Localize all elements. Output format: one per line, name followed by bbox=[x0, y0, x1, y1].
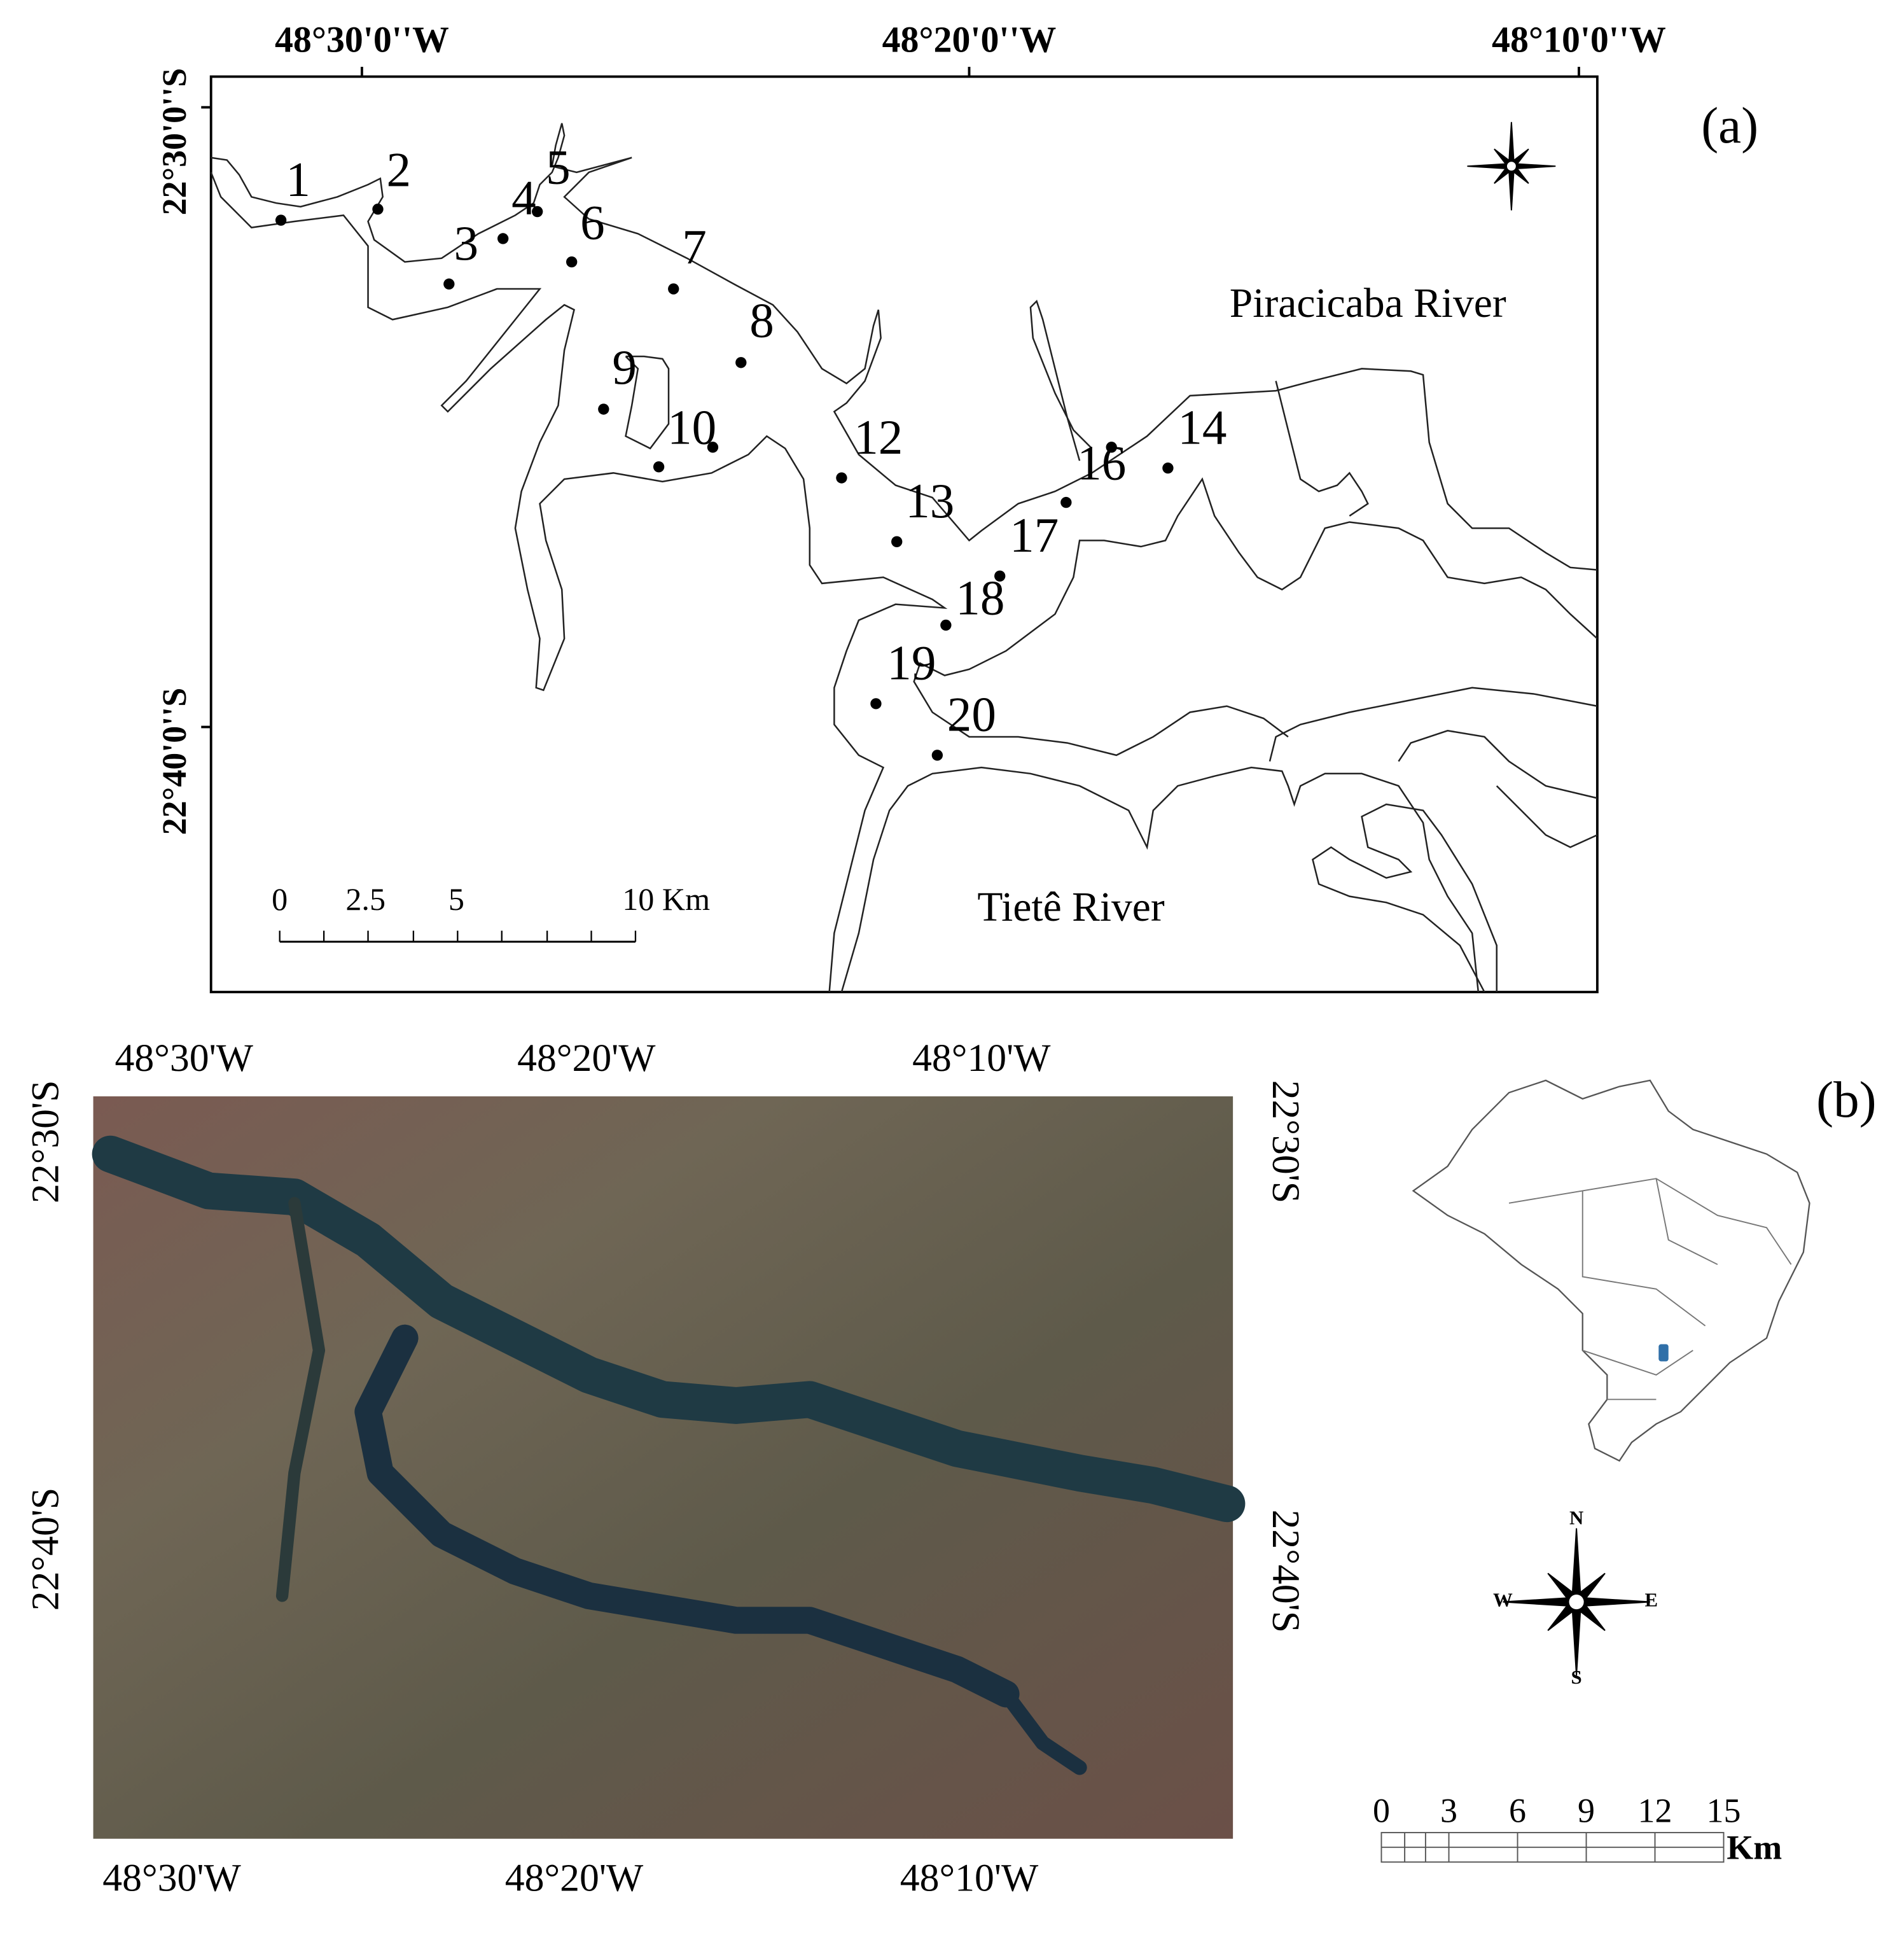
sampling-site bbox=[1060, 496, 1072, 508]
scale-label: 0 bbox=[1373, 1792, 1390, 1830]
longitude-label: 48°10'W bbox=[912, 1037, 1051, 1080]
scale-label: 6 bbox=[1509, 1792, 1526, 1830]
compass-rose-a-center bbox=[1506, 162, 1516, 171]
compass-rose-b-center bbox=[1569, 1594, 1584, 1610]
reservoir-outline bbox=[210, 123, 1598, 993]
latitude-label: 22°40'S bbox=[1264, 1510, 1307, 1633]
river-label: Tietê River bbox=[977, 884, 1165, 930]
scale-label: 5 bbox=[448, 881, 464, 917]
latitude-label: 22°40'0''S bbox=[155, 688, 193, 835]
site-label: 8 bbox=[749, 293, 774, 348]
sampling-site bbox=[870, 698, 882, 709]
sampling-site bbox=[891, 536, 903, 547]
sampling-site bbox=[735, 357, 747, 368]
sampling-site bbox=[598, 403, 609, 415]
scale-label: 0 bbox=[272, 881, 288, 917]
latitude-label: 22°30'0''S bbox=[155, 68, 193, 216]
latitude-label: 22°30'S bbox=[1264, 1080, 1307, 1204]
site-label: 7 bbox=[682, 220, 707, 274]
longitude-label: 48°30'0''W bbox=[275, 19, 449, 60]
sampling-site bbox=[275, 214, 287, 226]
sampling-site bbox=[531, 206, 543, 218]
sampling-site bbox=[1106, 442, 1117, 453]
sampling-site bbox=[443, 278, 455, 290]
brazil-outline bbox=[1412, 1079, 1810, 1462]
panel-label: (a) bbox=[1701, 97, 1758, 154]
scale-unit: Km bbox=[1727, 1828, 1782, 1866]
sampling-site bbox=[1162, 462, 1174, 474]
site-label: 20 bbox=[947, 687, 996, 742]
longitude-label: 48°30'W bbox=[102, 1856, 241, 1899]
site-label: 16 bbox=[1077, 435, 1126, 490]
longitude-label: 48°20'0''W bbox=[882, 19, 1057, 60]
scale-label: 9 bbox=[1578, 1792, 1595, 1830]
scale-label: 10 Km bbox=[622, 881, 710, 917]
sampling-site bbox=[566, 256, 578, 268]
scale-label: 15 bbox=[1707, 1792, 1741, 1830]
site-label: 19 bbox=[887, 636, 936, 690]
site-label: 3 bbox=[454, 216, 479, 270]
sampling-site bbox=[653, 461, 665, 473]
sampling-site bbox=[372, 204, 384, 215]
sampling-site bbox=[497, 233, 509, 244]
sampling-site bbox=[931, 750, 943, 761]
sampling-site bbox=[707, 442, 719, 453]
compass-letter: E bbox=[1644, 1589, 1658, 1611]
longitude-label: 48°20'W bbox=[517, 1037, 656, 1080]
site-label: 13 bbox=[905, 473, 954, 528]
sampling-site bbox=[940, 619, 952, 631]
map-frame bbox=[209, 75, 1599, 993]
site-label: 5 bbox=[546, 140, 571, 195]
scale-label: 3 bbox=[1440, 1792, 1457, 1830]
sampling-site bbox=[836, 472, 847, 484]
longitude-label: 48°10'W bbox=[900, 1856, 1039, 1899]
river-label: Piracicaba River bbox=[1230, 281, 1506, 326]
scale-label: 12 bbox=[1638, 1792, 1672, 1830]
site-label: 10 bbox=[667, 400, 716, 454]
scale-bar-b bbox=[1380, 1832, 1725, 1863]
sampling-site bbox=[668, 283, 679, 295]
site-label: 1 bbox=[286, 152, 310, 207]
latitude-label: 22°40'S bbox=[24, 1488, 67, 1611]
longitude-label: 48°30'W bbox=[115, 1037, 254, 1080]
compass-letter: W bbox=[1493, 1589, 1513, 1611]
site-label: 4 bbox=[511, 171, 536, 225]
scale-label: 2.5 bbox=[345, 881, 386, 917]
compass-letter: N bbox=[1569, 1507, 1583, 1528]
satellite-water bbox=[92, 1135, 1246, 1775]
latitude-label: 22°30'S bbox=[24, 1080, 67, 1204]
site-label: 9 bbox=[612, 340, 637, 395]
sampling-site bbox=[994, 570, 1006, 582]
longitude-label: 48°20'W bbox=[505, 1856, 644, 1899]
site-label: 14 bbox=[1178, 400, 1226, 454]
compass-letter: S bbox=[1571, 1666, 1582, 1688]
panel-label: (b) bbox=[1816, 1071, 1876, 1128]
site-label: 2 bbox=[386, 142, 411, 197]
site-label: 6 bbox=[580, 195, 605, 249]
site-label: 18 bbox=[955, 570, 1004, 625]
longitude-label: 48°10'0''W bbox=[1492, 19, 1666, 60]
site-label: 12 bbox=[854, 410, 903, 465]
site-label: 17 bbox=[1010, 508, 1059, 562]
